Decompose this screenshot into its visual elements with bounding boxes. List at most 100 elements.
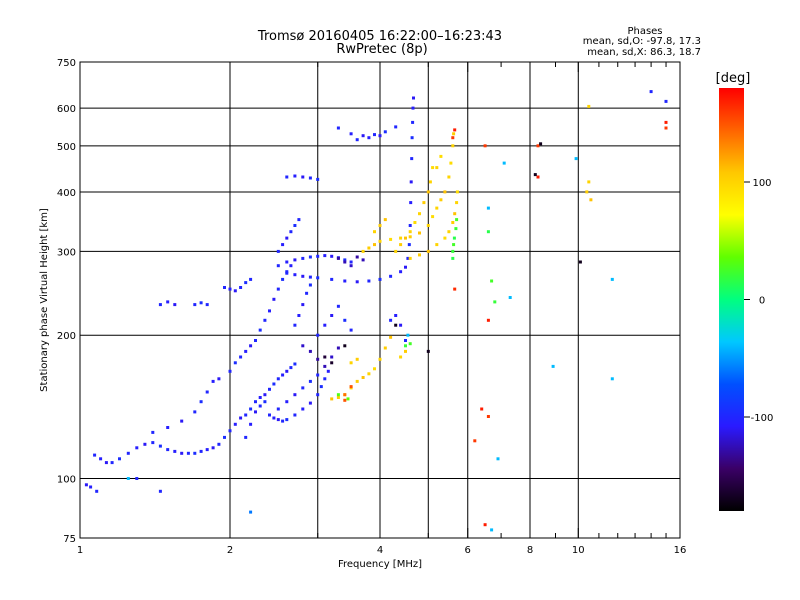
data-point bbox=[587, 104, 591, 108]
data-point bbox=[343, 258, 347, 262]
data-point bbox=[301, 256, 305, 260]
colorbar-tick-label: 100 bbox=[752, 178, 771, 189]
data-point bbox=[451, 144, 455, 148]
data-point bbox=[426, 190, 430, 194]
data-point bbox=[508, 296, 512, 299]
data-point bbox=[455, 218, 459, 222]
data-point bbox=[428, 180, 432, 184]
data-point bbox=[258, 404, 262, 408]
data-point bbox=[151, 441, 155, 445]
data-point bbox=[193, 451, 197, 455]
data-point bbox=[193, 303, 197, 307]
data-point bbox=[473, 439, 477, 443]
colorbar-ramp bbox=[719, 88, 744, 511]
data-point bbox=[539, 142, 543, 146]
data-point bbox=[451, 249, 455, 253]
data-point bbox=[355, 379, 359, 383]
data-point bbox=[239, 355, 243, 359]
data-point bbox=[664, 120, 668, 124]
data-point bbox=[285, 369, 289, 373]
data-point bbox=[407, 243, 411, 247]
data-point bbox=[373, 230, 376, 234]
data-point bbox=[389, 274, 393, 278]
data-point bbox=[263, 393, 267, 397]
data-point bbox=[95, 489, 99, 493]
data-point bbox=[378, 357, 382, 361]
y-tick-label: 100 bbox=[57, 475, 76, 486]
data-point bbox=[330, 355, 334, 359]
data-point bbox=[431, 166, 435, 170]
colorbar: [deg] 100 0 -100 bbox=[716, 71, 773, 511]
data-point bbox=[180, 419, 184, 423]
data-point bbox=[316, 276, 320, 280]
colorbar-ticks: 100 0 -100 bbox=[744, 178, 773, 424]
data-point bbox=[211, 379, 215, 383]
data-point bbox=[610, 377, 614, 381]
data-point bbox=[316, 254, 320, 258]
colorbar-tick-label: -100 bbox=[751, 413, 774, 424]
data-point bbox=[289, 366, 293, 370]
chart-subtitle: RwPretec (8p) bbox=[336, 42, 427, 57]
chart-title: Tromsø 20160405 16:22:00–16:23:43 bbox=[257, 29, 502, 44]
y-axis-label: Stationary phase Virtual Height [km] bbox=[39, 208, 50, 392]
data-point bbox=[483, 523, 487, 527]
data-point bbox=[276, 418, 280, 422]
data-point bbox=[316, 373, 320, 377]
data-point bbox=[249, 510, 253, 514]
data-point bbox=[84, 483, 88, 487]
data-point bbox=[254, 410, 257, 414]
data-point bbox=[316, 357, 320, 361]
data-point bbox=[326, 369, 330, 373]
data-point bbox=[281, 277, 285, 281]
data-points bbox=[84, 90, 668, 532]
data-point bbox=[389, 335, 393, 339]
data-point bbox=[349, 132, 353, 136]
data-point bbox=[173, 449, 177, 453]
data-point bbox=[383, 218, 387, 222]
data-point bbox=[244, 349, 248, 353]
data-point bbox=[426, 224, 430, 227]
data-point bbox=[308, 349, 312, 353]
data-point bbox=[455, 201, 459, 205]
data-point bbox=[258, 396, 262, 399]
data-point bbox=[239, 286, 243, 289]
data-point bbox=[422, 201, 426, 205]
data-point bbox=[413, 221, 417, 224]
data-point bbox=[367, 136, 371, 140]
data-point bbox=[367, 246, 371, 250]
data-point bbox=[293, 174, 297, 178]
data-point bbox=[343, 279, 347, 283]
data-point bbox=[349, 385, 353, 389]
data-point bbox=[536, 144, 540, 148]
data-point bbox=[228, 287, 232, 291]
data-point bbox=[308, 283, 312, 287]
data-point bbox=[412, 96, 415, 100]
data-point bbox=[223, 435, 226, 439]
data-point bbox=[330, 361, 334, 365]
data-point bbox=[110, 461, 114, 465]
data-point bbox=[536, 175, 540, 179]
data-point bbox=[486, 230, 490, 234]
data-point bbox=[323, 364, 327, 368]
data-point bbox=[249, 277, 253, 281]
data-point bbox=[308, 176, 312, 180]
data-point bbox=[411, 106, 415, 110]
data-point bbox=[361, 258, 365, 262]
data-point bbox=[301, 407, 305, 411]
data-point bbox=[336, 304, 340, 308]
data-point bbox=[263, 400, 267, 404]
data-point bbox=[389, 318, 393, 322]
data-point bbox=[272, 297, 276, 301]
data-point bbox=[399, 243, 403, 247]
data-point bbox=[361, 134, 365, 138]
x-tick-label: 2 bbox=[227, 545, 233, 556]
data-point bbox=[435, 166, 439, 170]
data-point bbox=[293, 273, 297, 277]
data-point bbox=[394, 249, 398, 253]
data-point bbox=[408, 256, 412, 260]
data-point bbox=[447, 230, 451, 234]
data-point bbox=[268, 413, 271, 417]
data-point bbox=[418, 212, 421, 216]
data-point bbox=[367, 279, 371, 283]
